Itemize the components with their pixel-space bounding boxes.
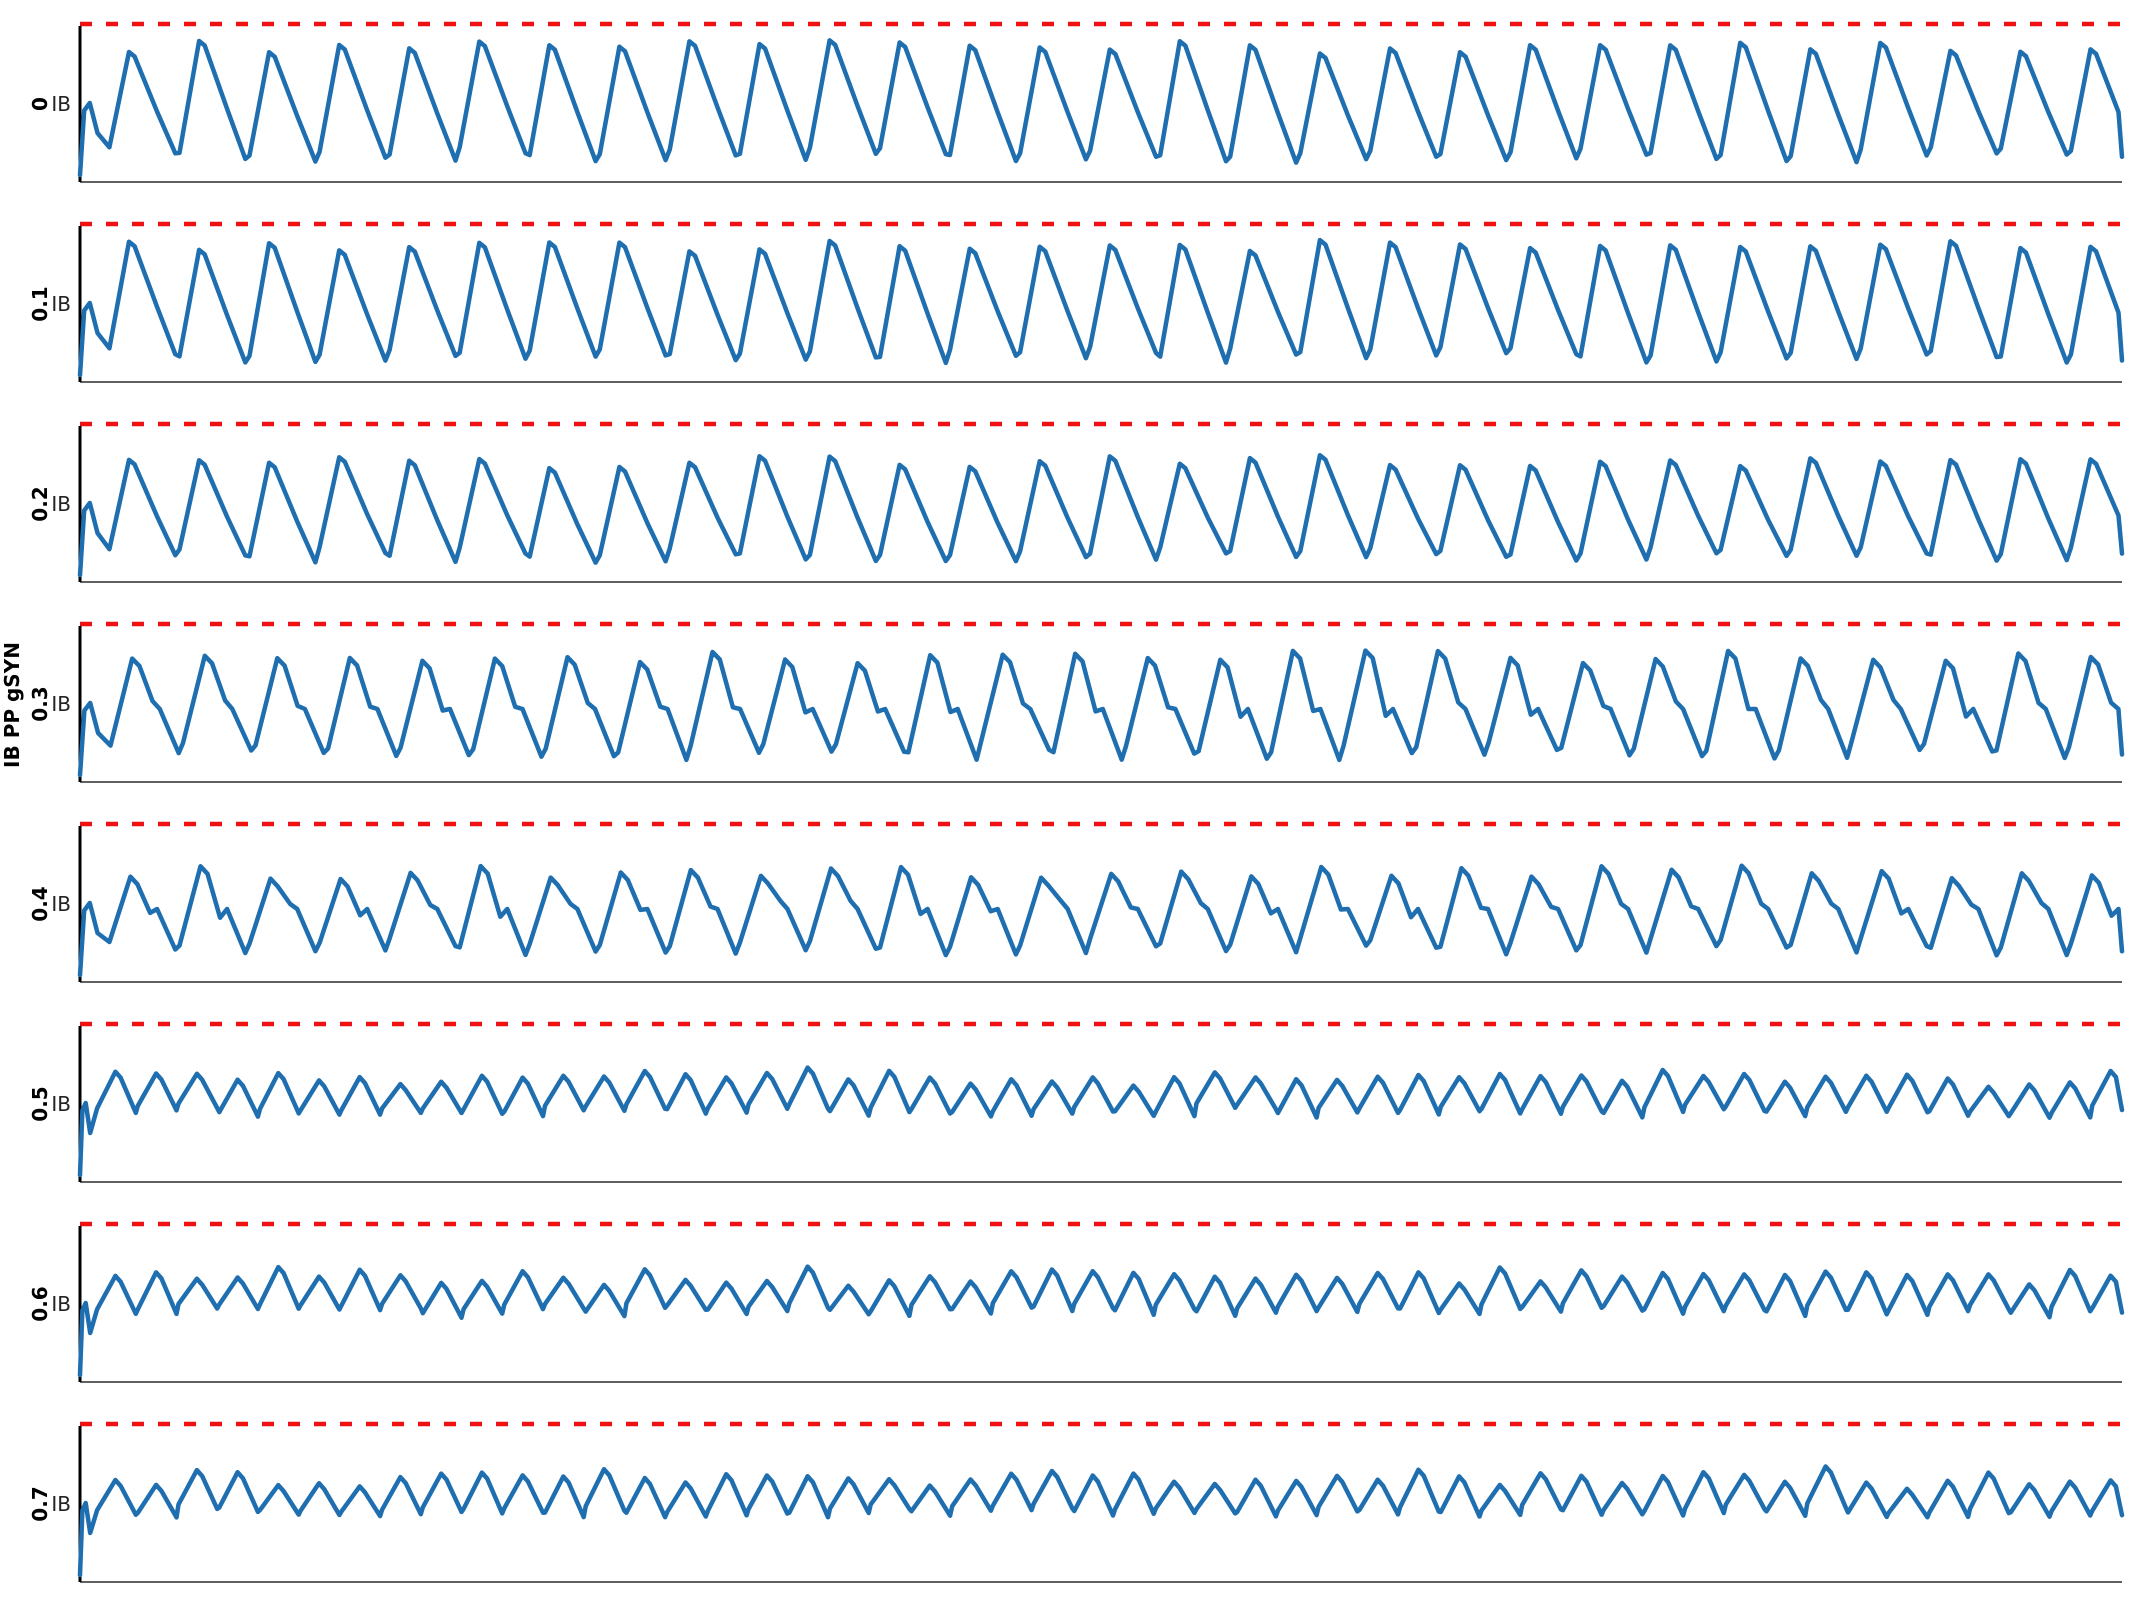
y-axis-label: IB PP gSYN (0, 642, 24, 768)
panel-0.7: IB0.7 (28, 1421, 2125, 1583)
panel-0.2: IB0.2 (28, 421, 2125, 583)
panel-label: 0.2 (28, 486, 52, 521)
tick-label: IB (51, 1092, 71, 1116)
panel-label: 0 (28, 97, 52, 111)
trace-line (77, 1065, 2125, 1178)
panel-label: 0.6 (28, 1286, 52, 1321)
panel-label: 0.4 (28, 886, 52, 921)
panel-0.3: IB0.3 (28, 621, 2125, 783)
tick-label: IB (51, 492, 71, 516)
panel-label: 0.3 (28, 686, 52, 721)
trace-line (77, 38, 2125, 178)
trace-line (77, 453, 2125, 578)
tick-label: IB (51, 292, 71, 316)
panel-0.5: IB0.5 (28, 1021, 2125, 1183)
trace-line (77, 237, 2125, 378)
panel-0.4: IB0.4 (28, 821, 2125, 983)
tick-label: IB (51, 1492, 71, 1516)
trace-line (77, 648, 2125, 778)
tick-label: IB (51, 892, 71, 916)
trace-line (77, 863, 2125, 978)
panel-0.6: IB0.6 (28, 1221, 2125, 1383)
trace-line (77, 1264, 2125, 1378)
panel-0: IB0 (28, 21, 2125, 183)
panel-label: 0.1 (28, 286, 52, 321)
panel-0.1: IB0.1 (28, 221, 2125, 383)
panel-label: 0.7 (28, 1486, 52, 1521)
tick-label: IB (51, 92, 71, 116)
trace-line (77, 1464, 2125, 1578)
tick-label: IB (51, 1292, 71, 1316)
panel-label: 0.5 (28, 1086, 52, 1121)
tick-label: IB (51, 692, 71, 716)
